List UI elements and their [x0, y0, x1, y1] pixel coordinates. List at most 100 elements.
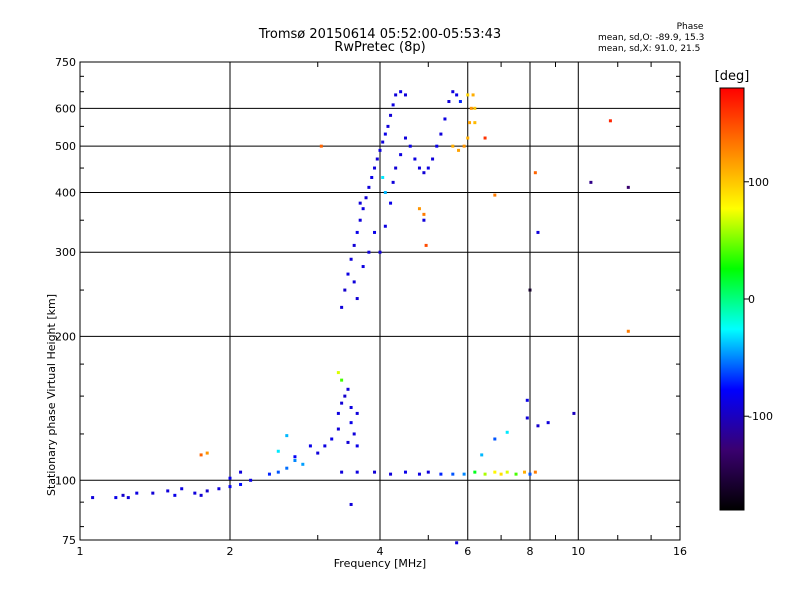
data-point: [383, 224, 387, 228]
data-point: [293, 458, 297, 462]
data-point: [91, 496, 95, 500]
data-point: [217, 487, 221, 491]
data-point: [166, 489, 170, 493]
x-tick-label: 1: [77, 545, 84, 558]
data-point: [349, 405, 353, 409]
data-point: [364, 196, 368, 200]
data-point: [389, 113, 393, 117]
data-point: [608, 119, 612, 123]
data-point: [514, 472, 518, 476]
data-point: [373, 230, 377, 234]
data-point: [462, 472, 466, 476]
data-point: [403, 93, 407, 97]
data-point: [239, 470, 243, 474]
data-point: [343, 288, 347, 292]
data-point: [473, 121, 477, 125]
data-point: [293, 455, 297, 459]
x-tick-label: 16: [673, 545, 687, 558]
data-point: [505, 470, 509, 474]
data-point: [323, 444, 327, 448]
data-point: [316, 451, 320, 455]
data-point: [361, 207, 365, 211]
x-tick-label: 10: [571, 545, 585, 558]
data-point: [572, 411, 576, 415]
y-tick-label: 300: [55, 246, 76, 259]
y-tick-label: 400: [55, 186, 76, 199]
data-point: [413, 157, 417, 161]
x-tick-label: 2: [227, 545, 234, 558]
data-point: [352, 243, 356, 247]
data-point: [378, 148, 382, 152]
data-point: [346, 440, 350, 444]
data-point: [525, 398, 529, 402]
y-tick-label: 200: [55, 330, 76, 343]
data-point: [373, 166, 377, 170]
y-tick-label: 600: [55, 102, 76, 115]
data-point: [533, 171, 537, 175]
phase-stats-o: mean, sd,O: -89.9, 15.3: [598, 33, 705, 43]
data-point: [422, 171, 426, 175]
data-point: [439, 472, 443, 476]
data-point: [135, 491, 139, 495]
data-point: [267, 472, 271, 476]
data-point: [383, 190, 387, 194]
data-point: [546, 421, 550, 425]
data-point: [301, 462, 305, 466]
data-point: [466, 93, 470, 97]
data-point: [349, 502, 353, 506]
phase-stats-x: mean, sd,X: 91.0, 21.5: [598, 44, 701, 54]
data-point: [308, 444, 312, 448]
data-point: [457, 148, 461, 152]
colorbar: [719, 87, 745, 511]
data-point: [403, 470, 407, 474]
data-point: [358, 218, 362, 222]
data-point: [319, 144, 323, 148]
data-point: [285, 434, 289, 438]
data-point: [378, 250, 382, 254]
data-point: [180, 487, 184, 491]
data-point: [355, 297, 359, 301]
data-point: [417, 472, 421, 476]
scatter-points: [91, 90, 630, 545]
data-point: [340, 470, 344, 474]
data-point: [394, 166, 398, 170]
colorbar-tick-label: -100: [748, 410, 773, 423]
data-point: [422, 212, 426, 216]
data-point: [381, 175, 385, 179]
data-point: [451, 472, 455, 476]
data-point: [589, 180, 593, 184]
data-point: [483, 136, 487, 140]
data-point: [370, 175, 374, 179]
data-point: [468, 121, 472, 125]
y-tick-label: 750: [55, 56, 76, 69]
data-point: [458, 100, 462, 104]
data-point: [528, 288, 532, 292]
data-point: [367, 185, 371, 189]
data-point: [199, 453, 203, 457]
data-point: [358, 201, 362, 205]
data-point: [399, 153, 403, 157]
data-point: [205, 451, 209, 455]
data-point: [346, 387, 350, 391]
data-point: [239, 482, 243, 486]
data-point: [228, 485, 232, 489]
data-point: [355, 470, 359, 474]
data-point: [505, 430, 509, 434]
data-point: [439, 132, 443, 136]
data-point: [381, 140, 385, 144]
data-point: [336, 427, 340, 431]
data-point: [408, 144, 412, 148]
colorbar-title: [deg]: [714, 69, 750, 84]
data-point: [403, 136, 407, 140]
data-point: [340, 378, 344, 382]
x-tick-label: 4: [377, 545, 384, 558]
data-point: [126, 496, 130, 500]
x-tick-label: 6: [464, 545, 471, 558]
data-point: [455, 541, 459, 545]
data-point: [493, 437, 497, 441]
data-point: [173, 493, 177, 497]
data-point: [431, 157, 435, 161]
data-point: [626, 185, 630, 189]
data-point: [349, 421, 353, 425]
data-point: [373, 470, 377, 474]
